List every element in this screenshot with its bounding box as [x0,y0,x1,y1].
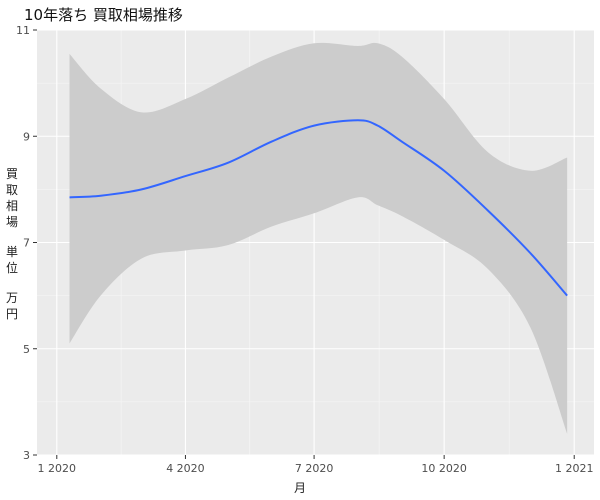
confidence-band [69,42,568,434]
y-axis: 3 5 7 9 11 [16,24,37,462]
y-tick-label: 7 [23,237,30,250]
x-tick-label: 1 2020 [38,462,77,475]
chart-title: 10年落ち 買取相場推移 [24,6,183,24]
x-tick-label: 1 2021 [555,462,594,475]
y-axis-title-part-1: 買取相場 [5,167,18,229]
trend-line [69,119,568,297]
y-tick-label: 9 [23,130,30,143]
x-tick-label: 10 2020 [421,462,467,475]
y-axis-title: 買取相場 単位 万円 [4,166,20,322]
x-tick-label: 7 2020 [295,462,334,475]
y-axis-title-part-3: 万円 [5,291,18,321]
x-tick-label: 4 2020 [166,462,205,475]
x-axis-title: 月 [293,481,306,495]
y-axis-title-part-2: 単位 [5,245,18,275]
y-tick-label: 3 [23,449,30,462]
x-axis: 1 2020 4 2020 7 2020 10 2020 1 2021 [38,455,594,475]
y-tick-label: 5 [23,343,30,356]
trend-line-layer [69,119,568,297]
y-tick-label: 11 [16,24,30,37]
confidence-band-layer [69,42,568,434]
